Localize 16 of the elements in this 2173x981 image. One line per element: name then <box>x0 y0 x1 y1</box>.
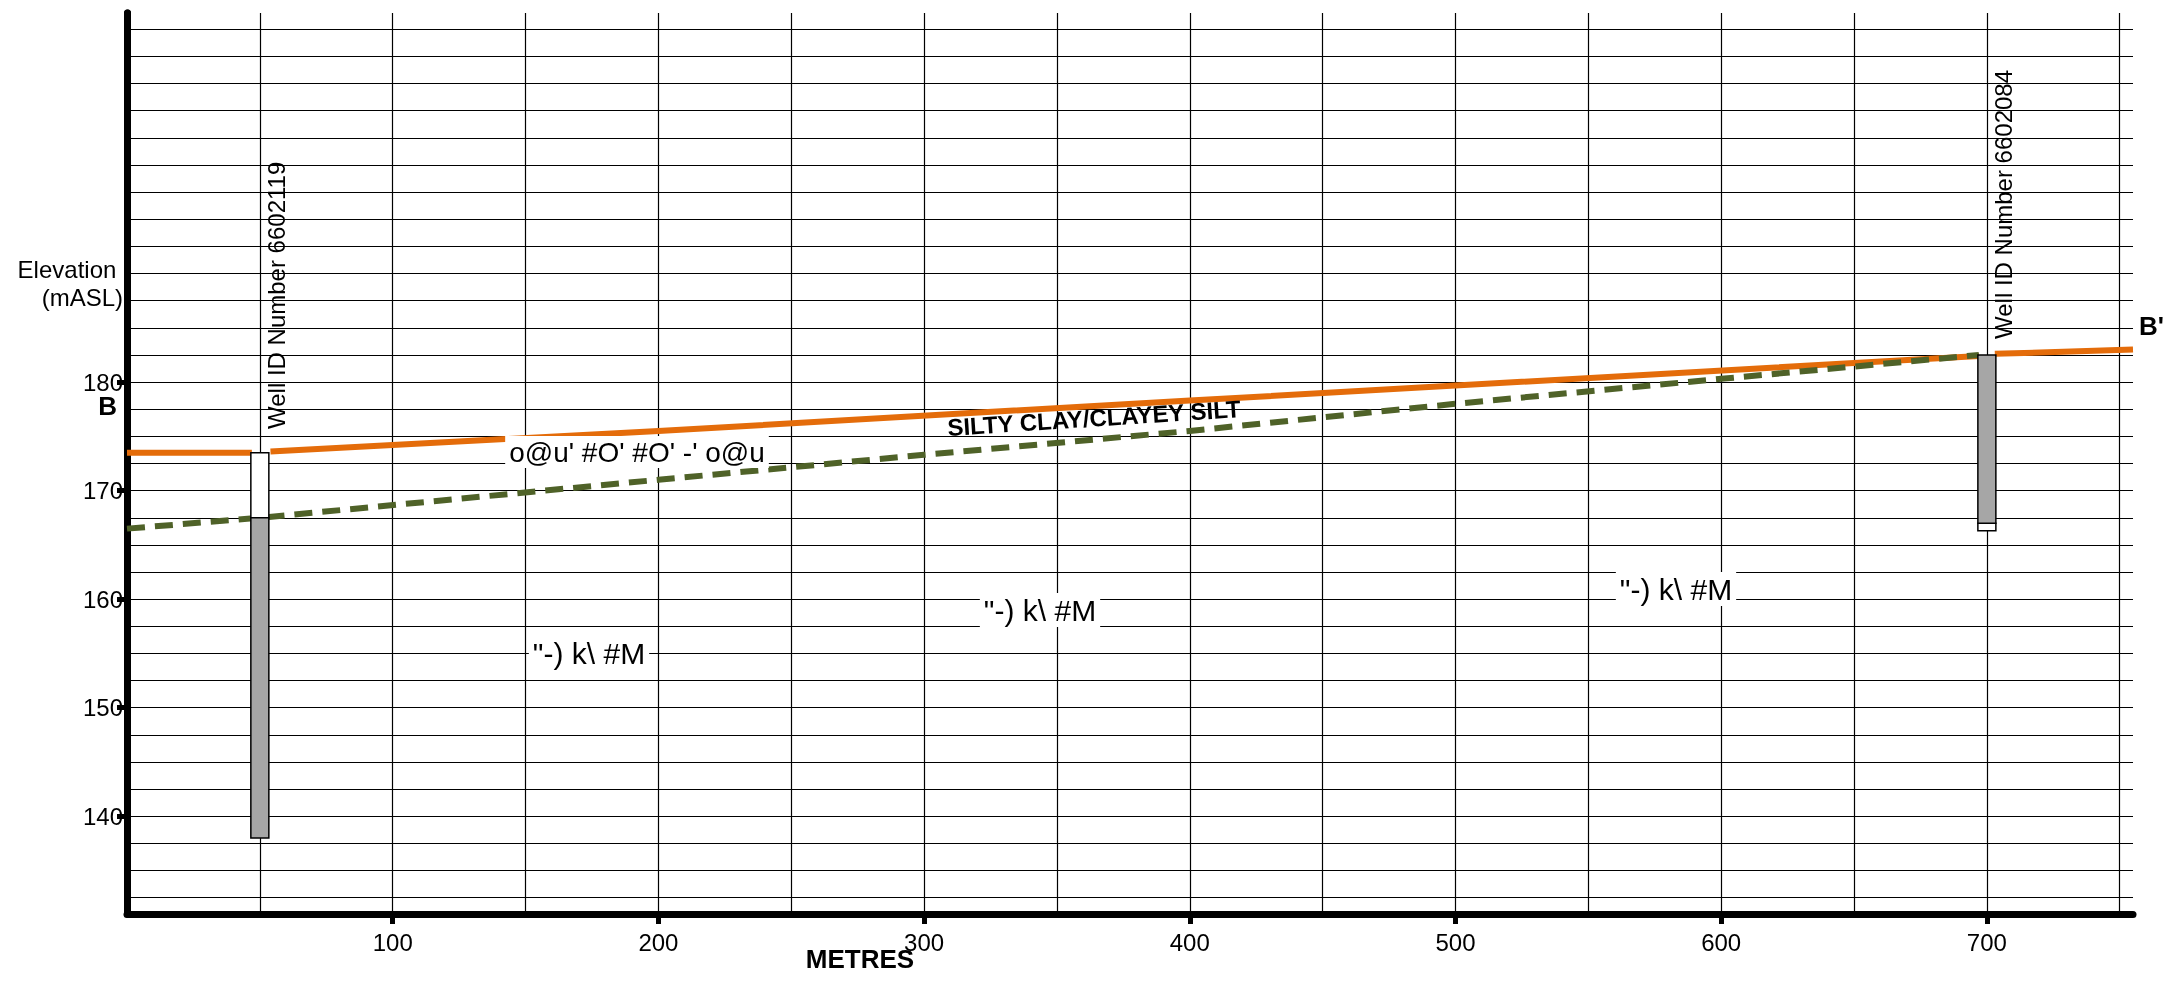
text: B' <box>2139 311 2164 341</box>
annotation: "-) k\ #M <box>532 636 646 670</box>
x-tick-label: 100 <box>372 928 413 956</box>
y-tick-label: 150 <box>82 694 123 722</box>
annotation: "-) k\ #M <box>1619 572 1733 606</box>
x-tick-label: 400 <box>1169 928 1210 956</box>
x-tick-label: 500 <box>1435 928 1476 956</box>
annotation: o@u' #O' #O' -' o@u <box>509 436 765 468</box>
x-tick-label: 600 <box>1701 928 1742 956</box>
annotation: SILTY CLAY/CLAYEY SILT <box>946 394 1242 442</box>
y-tick-label: 160 <box>82 585 123 613</box>
x-tick-label: 200 <box>638 928 679 956</box>
y-axis-title: Elevation (mASL) <box>17 255 123 311</box>
x-tick-label: 700 <box>1966 928 2007 956</box>
y-tick-label: 140 <box>82 802 123 830</box>
annotation: "-) k\ #M <box>983 593 1097 627</box>
